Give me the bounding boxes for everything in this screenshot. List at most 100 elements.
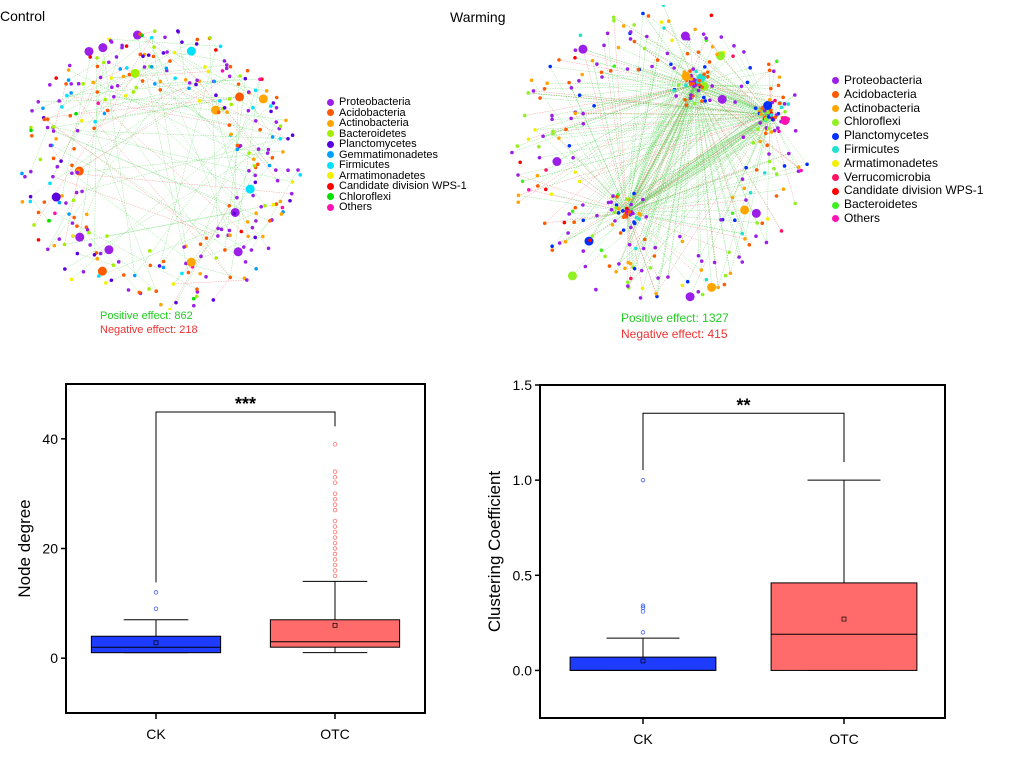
plot-frame	[539, 384, 946, 719]
network-edge	[134, 98, 264, 276]
legend-label: Others	[339, 201, 373, 213]
network-node	[278, 124, 283, 128]
network-node	[779, 229, 784, 233]
network-edge	[694, 84, 756, 109]
network-edge	[230, 79, 261, 278]
significance-label: ***	[235, 394, 256, 414]
legend-marker	[832, 201, 839, 209]
network-node	[638, 213, 642, 217]
network-node	[544, 168, 548, 172]
network-edge	[77, 81, 214, 171]
network-node	[75, 170, 80, 175]
network-node	[149, 35, 154, 40]
network-node	[550, 244, 554, 249]
network-node	[274, 95, 279, 100]
node-degree-boxplot: 0 20 40 CK OTC Node degree ***	[15, 383, 426, 742]
network-node	[705, 70, 710, 74]
network-node	[774, 172, 779, 177]
network-node	[613, 219, 617, 223]
network-node	[545, 81, 549, 85]
network-node	[777, 101, 782, 106]
network-edge	[30, 127, 48, 172]
network-node	[707, 60, 712, 64]
network-edge	[30, 88, 190, 197]
network-node	[118, 67, 123, 71]
network-edge	[626, 211, 647, 218]
network-node	[271, 101, 276, 105]
y-axis-label: Node degree	[15, 499, 34, 597]
network-node	[228, 275, 233, 280]
network-node	[600, 75, 604, 79]
legend-item: Proteobacteria	[327, 97, 467, 108]
network-node	[195, 78, 199, 83]
network-node	[516, 200, 521, 205]
network-node	[228, 233, 232, 238]
significance-label: **	[736, 395, 750, 415]
network-node	[54, 76, 58, 80]
network-edge	[533, 90, 771, 116]
network-node	[168, 59, 172, 63]
network-node	[605, 31, 610, 36]
network-edge	[626, 163, 808, 213]
network-node	[672, 88, 677, 93]
network-edge	[38, 96, 240, 103]
network-node	[644, 215, 649, 219]
legend-marker	[327, 193, 334, 201]
network-node	[245, 220, 250, 224]
legend-marker	[327, 140, 334, 148]
network-node	[715, 52, 719, 57]
network-node	[227, 74, 232, 79]
outlier	[332, 546, 338, 551]
network-node	[595, 62, 599, 66]
network-node	[64, 82, 68, 86]
network-edge	[592, 114, 771, 237]
network-node	[76, 81, 81, 86]
network-node	[214, 93, 218, 97]
network-node	[106, 60, 111, 65]
network-edge	[68, 34, 142, 81]
network-edges	[511, 5, 808, 299]
control-network	[20, 29, 303, 310]
network-node	[92, 252, 97, 257]
network-node	[625, 67, 630, 71]
network-node	[63, 267, 67, 271]
network-edge	[94, 128, 251, 190]
mean-marker	[332, 622, 338, 628]
network-node	[269, 104, 273, 108]
network-edge	[160, 89, 231, 136]
network-node	[536, 184, 540, 188]
network-node	[247, 168, 251, 173]
network-node	[537, 155, 542, 160]
network-node	[29, 125, 33, 130]
network-edge	[627, 114, 771, 287]
network-edge	[97, 91, 289, 140]
network-edge	[98, 103, 249, 237]
network-node	[573, 55, 577, 60]
network-node	[765, 217, 770, 221]
legend-label: Firmicutes	[339, 159, 390, 171]
network-node	[208, 35, 212, 40]
network-node	[563, 239, 568, 244]
network-edge	[551, 193, 628, 213]
network-node	[157, 264, 162, 268]
network-node	[760, 221, 765, 225]
network-node	[723, 273, 728, 278]
network-node	[680, 239, 685, 244]
network-node	[699, 268, 704, 272]
significance-bracket	[155, 411, 336, 583]
legend-label: Candidate division WPS-1	[844, 183, 984, 198]
network-edge	[583, 84, 696, 114]
network-node	[609, 207, 614, 212]
network-node	[610, 222, 615, 227]
network-node	[42, 117, 47, 122]
network-node	[684, 103, 689, 107]
network-edge	[185, 79, 228, 113]
network-edge	[613, 17, 771, 116]
network-edge	[694, 84, 799, 168]
legend-item: Chloroflexi	[327, 191, 467, 203]
network-node	[246, 108, 251, 113]
network-edge	[517, 114, 771, 176]
legend-label: Verrucomicrobia	[844, 169, 931, 184]
network-edge	[627, 114, 771, 216]
network-node	[191, 303, 196, 308]
